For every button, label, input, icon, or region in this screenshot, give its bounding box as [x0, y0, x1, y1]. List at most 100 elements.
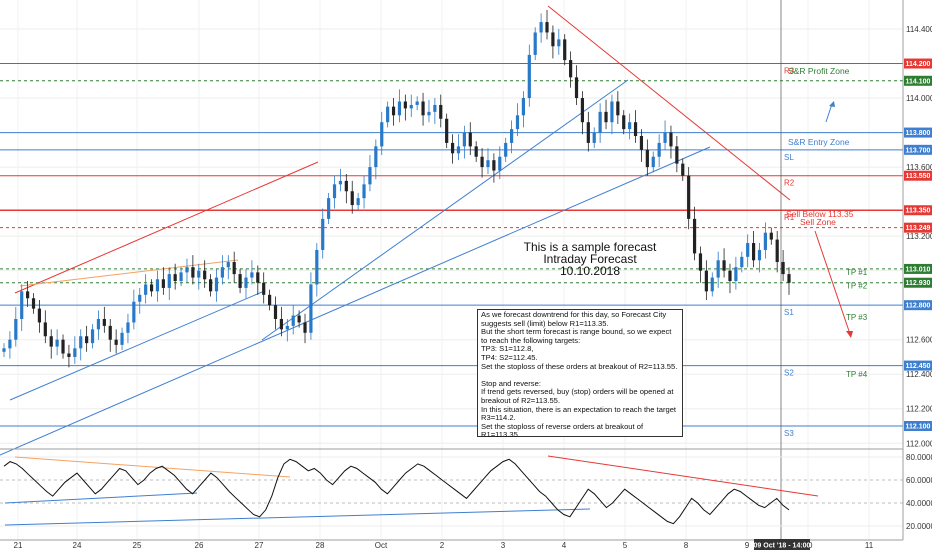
price-level-tags: 114.200 114.100 113.800 113.700 113.550 113.3… — [904, 58, 932, 431]
candle — [268, 289, 272, 311]
candle — [291, 305, 295, 335]
candle — [90, 324, 95, 349]
crosshair-time-tag: 09 Oct '18 - 14:00 — [754, 539, 811, 550]
candle — [480, 148, 484, 178]
note-line: If trend gets reversed, buy (stop) order… — [481, 387, 674, 405]
osc-blue-trendline-1 — [4, 492, 198, 504]
candle — [126, 313, 130, 344]
y-tick-label: 114.000 — [906, 94, 932, 103]
svg-text:113.800: 113.800 — [906, 130, 931, 137]
candle — [492, 153, 496, 183]
candle — [149, 279, 154, 297]
candle — [421, 92, 425, 126]
candle — [238, 268, 242, 294]
price-pane[interactable]: R3 SL R2 R1 TP #1 TP #2 S1 TP #3 S2 TP #4 S3 S&R Pr… — [0, 0, 903, 540]
oscillator-axis[interactable]: 80.0000 60.0000 40.0000 20.0000 — [906, 453, 932, 531]
osc-orange-trendline — [14, 456, 291, 478]
oscillator-pane[interactable] — [0, 455, 903, 527]
candle — [663, 120, 667, 150]
candle — [433, 98, 437, 124]
x-tick-label: Oct — [375, 541, 388, 550]
candle — [669, 125, 673, 159]
svg-text:112.800: 112.800 — [906, 303, 931, 310]
candle — [616, 91, 620, 124]
price-tag: 112.800 — [904, 300, 932, 311]
candle — [391, 98, 396, 126]
candle — [285, 318, 289, 342]
candle — [167, 267, 171, 300]
x-tick-label: 28 — [316, 541, 325, 550]
candle — [574, 65, 579, 105]
level-label: R2 — [784, 179, 795, 188]
price-candles — [2, 10, 791, 368]
level-label: S2 — [784, 369, 794, 378]
x-tick-label: 26 — [195, 541, 204, 550]
candle — [8, 331, 12, 359]
candle — [486, 148, 490, 174]
candle — [356, 192, 360, 211]
zone-annotation: S&R Entry Zone — [788, 137, 850, 147]
candle — [439, 94, 443, 128]
red-trendline-left — [14, 161, 319, 294]
candle — [374, 139, 378, 180]
level-label: R3 — [784, 67, 795, 76]
candle — [681, 158, 685, 181]
candle — [120, 327, 124, 351]
price-tag: 114.100 — [904, 75, 932, 86]
candle — [728, 263, 732, 294]
orange-trendline-left — [19, 259, 239, 287]
candle — [79, 329, 83, 361]
level-labels: R3 SL R2 R1 TP #1 TP #2 S1 TP #3 S2 TP #4 S3 S&R Pr… — [784, 66, 868, 438]
arrow-head-down — [846, 331, 853, 338]
forecast-arrow-down — [814, 230, 851, 335]
candle — [751, 230, 756, 268]
level-label: S1 — [784, 308, 794, 317]
svg-text:113.249: 113.249 — [906, 225, 931, 232]
candle — [687, 167, 691, 230]
candle — [362, 175, 366, 209]
price-tag: 112.450 — [904, 360, 932, 371]
price-tag: 114.200 — [904, 58, 932, 69]
candle — [445, 113, 449, 149]
candle — [43, 310, 47, 344]
candle — [403, 94, 407, 121]
zone-annotation: Sell Zone — [800, 217, 836, 227]
y-tick-label: 112.600 — [906, 336, 932, 345]
note-line: TP4: S2=112.45. — [481, 352, 538, 362]
candle — [332, 175, 337, 209]
candle — [698, 246, 703, 283]
candle — [722, 248, 726, 278]
candle — [397, 89, 402, 123]
level-label: TP #4 — [846, 370, 868, 379]
x-tick-label: 9 — [745, 541, 750, 550]
candle — [628, 113, 632, 140]
candle — [31, 293, 36, 314]
candle — [273, 296, 278, 330]
candle — [350, 180, 354, 214]
y-tick-label: 113.200 — [906, 232, 932, 241]
candle — [96, 310, 101, 340]
candle — [138, 287, 142, 314]
blue-trendline-rise — [261, 79, 629, 341]
candle — [144, 274, 148, 304]
candle — [657, 134, 661, 168]
candle — [232, 251, 236, 283]
x-tick-label: 5 — [623, 541, 628, 550]
candle — [569, 51, 573, 88]
note-line: As we forecast downtrend for this day, s… — [481, 310, 667, 328]
y-tick-label: 112.400 — [906, 370, 932, 379]
red-trendline-right — [547, 5, 791, 201]
candle — [450, 134, 455, 164]
forecast-title-line2: Intraday Forecast — [543, 252, 637, 266]
candle — [704, 260, 708, 300]
x-tick-label: 8 — [684, 541, 689, 550]
osc-tick-label: 20.0000 — [906, 522, 932, 531]
level-label: S3 — [784, 429, 794, 438]
svg-text:113.550: 113.550 — [906, 173, 931, 180]
candle — [303, 313, 307, 344]
svg-text:113.350: 113.350 — [906, 208, 931, 215]
candle — [49, 329, 53, 359]
x-tick-label: 24 — [73, 541, 82, 550]
svg-text:113.010: 113.010 — [906, 266, 931, 273]
